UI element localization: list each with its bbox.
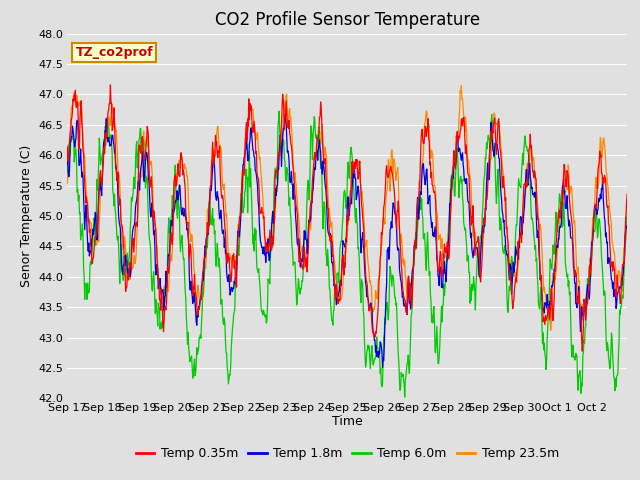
X-axis label: Time: Time (332, 415, 363, 428)
Y-axis label: Senor Temperature (C): Senor Temperature (C) (20, 145, 33, 287)
Legend: Temp 0.35m, Temp 1.8m, Temp 6.0m, Temp 23.5m: Temp 0.35m, Temp 1.8m, Temp 6.0m, Temp 2… (131, 442, 564, 465)
Text: TZ_co2prof: TZ_co2prof (76, 47, 153, 60)
Title: CO2 Profile Sensor Temperature: CO2 Profile Sensor Temperature (214, 11, 480, 29)
